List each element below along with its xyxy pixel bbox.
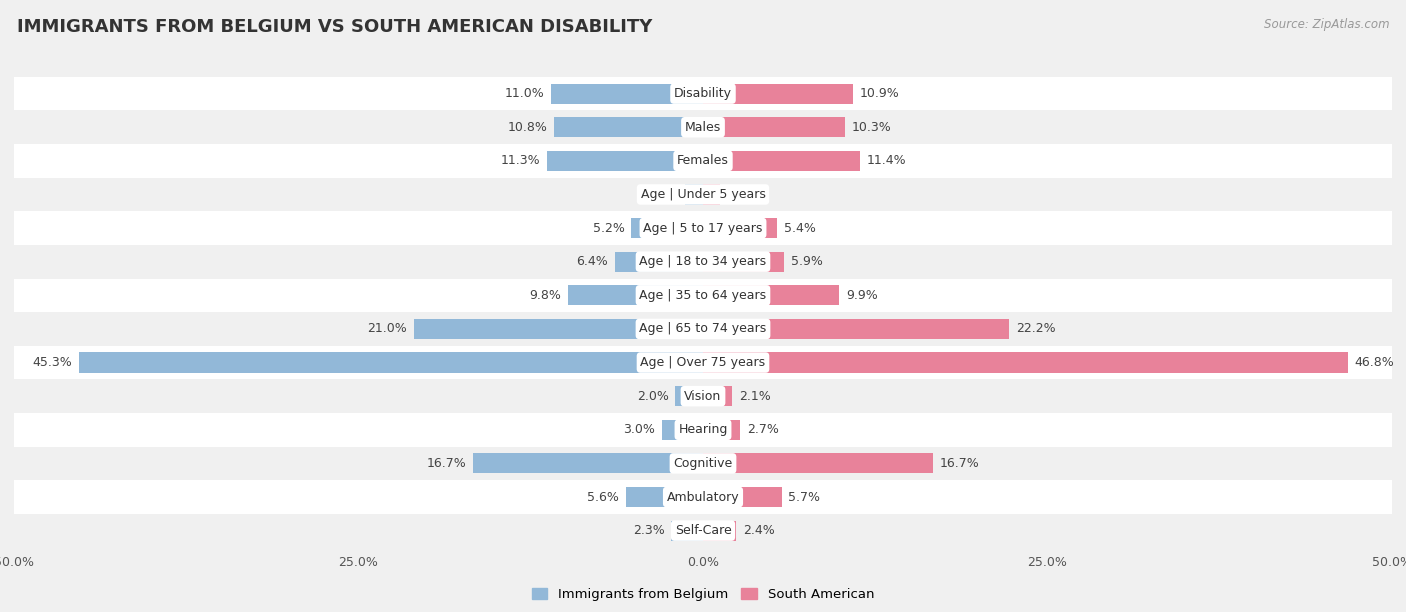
Bar: [554, 117, 703, 137]
Text: 6.4%: 6.4%: [576, 255, 607, 268]
Text: IMMIGRANTS FROM BELGIUM VS SOUTH AMERICAN DISABILITY: IMMIGRANTS FROM BELGIUM VS SOUTH AMERICA…: [17, 18, 652, 36]
Bar: [14, 480, 1392, 514]
Text: Age | Over 75 years: Age | Over 75 years: [641, 356, 765, 369]
Text: Self-Care: Self-Care: [675, 524, 731, 537]
Text: Age | 5 to 17 years: Age | 5 to 17 years: [644, 222, 762, 234]
Bar: [703, 184, 720, 204]
Text: Cognitive: Cognitive: [673, 457, 733, 470]
Bar: [703, 285, 839, 305]
Text: 10.3%: 10.3%: [852, 121, 891, 134]
Bar: [685, 184, 703, 204]
Bar: [703, 420, 740, 440]
Text: 9.9%: 9.9%: [846, 289, 879, 302]
Text: Hearing: Hearing: [678, 424, 728, 436]
Text: 2.1%: 2.1%: [738, 390, 770, 403]
Text: 45.3%: 45.3%: [32, 356, 72, 369]
Bar: [675, 386, 703, 406]
Bar: [14, 144, 1392, 177]
Bar: [703, 252, 785, 272]
Text: Age | 65 to 74 years: Age | 65 to 74 years: [640, 323, 766, 335]
Text: 1.2%: 1.2%: [727, 188, 758, 201]
Bar: [703, 83, 853, 103]
Bar: [703, 386, 733, 406]
Bar: [626, 487, 703, 507]
Text: 1.3%: 1.3%: [647, 188, 678, 201]
Text: 21.0%: 21.0%: [367, 323, 406, 335]
Bar: [14, 447, 1392, 480]
Bar: [14, 278, 1392, 312]
Text: Males: Males: [685, 121, 721, 134]
Legend: Immigrants from Belgium, South American: Immigrants from Belgium, South American: [526, 583, 880, 606]
Text: 2.3%: 2.3%: [633, 524, 665, 537]
Text: Source: ZipAtlas.com: Source: ZipAtlas.com: [1264, 18, 1389, 31]
Text: 5.2%: 5.2%: [592, 222, 624, 234]
Text: Vision: Vision: [685, 390, 721, 403]
Text: 16.7%: 16.7%: [941, 457, 980, 470]
Bar: [79, 353, 703, 373]
Text: 5.6%: 5.6%: [588, 490, 619, 504]
Text: 46.8%: 46.8%: [1355, 356, 1395, 369]
Bar: [551, 83, 703, 103]
Text: 11.4%: 11.4%: [868, 154, 907, 167]
Bar: [703, 353, 1348, 373]
Bar: [14, 76, 1392, 110]
Bar: [614, 252, 703, 272]
Bar: [472, 453, 703, 474]
Text: 2.0%: 2.0%: [637, 390, 669, 403]
Text: 2.4%: 2.4%: [742, 524, 775, 537]
Bar: [662, 420, 703, 440]
Text: 2.7%: 2.7%: [747, 424, 779, 436]
Text: Age | 18 to 34 years: Age | 18 to 34 years: [640, 255, 766, 268]
Bar: [703, 487, 782, 507]
Bar: [703, 218, 778, 238]
Bar: [14, 110, 1392, 144]
Text: 3.0%: 3.0%: [623, 424, 655, 436]
Bar: [631, 218, 703, 238]
Text: Age | 35 to 64 years: Age | 35 to 64 years: [640, 289, 766, 302]
Bar: [703, 151, 860, 171]
Bar: [568, 285, 703, 305]
Bar: [14, 514, 1392, 548]
Bar: [14, 379, 1392, 413]
Text: 5.7%: 5.7%: [789, 490, 821, 504]
Text: 10.9%: 10.9%: [860, 87, 900, 100]
Text: 16.7%: 16.7%: [426, 457, 465, 470]
Bar: [671, 521, 703, 541]
Text: Disability: Disability: [673, 87, 733, 100]
Bar: [413, 319, 703, 339]
Text: 10.8%: 10.8%: [508, 121, 547, 134]
Text: 11.0%: 11.0%: [505, 87, 544, 100]
Text: 9.8%: 9.8%: [529, 289, 561, 302]
Bar: [14, 245, 1392, 278]
Text: 5.9%: 5.9%: [792, 255, 823, 268]
Text: Age | Under 5 years: Age | Under 5 years: [641, 188, 765, 201]
Text: Females: Females: [678, 154, 728, 167]
Text: 11.3%: 11.3%: [501, 154, 540, 167]
Bar: [703, 453, 934, 474]
Text: 5.4%: 5.4%: [785, 222, 815, 234]
Bar: [703, 521, 737, 541]
Bar: [703, 117, 845, 137]
Bar: [547, 151, 703, 171]
Bar: [14, 177, 1392, 211]
Text: 22.2%: 22.2%: [1015, 323, 1056, 335]
Text: Ambulatory: Ambulatory: [666, 490, 740, 504]
Bar: [14, 312, 1392, 346]
Bar: [14, 413, 1392, 447]
Bar: [14, 346, 1392, 379]
Bar: [703, 319, 1010, 339]
Bar: [14, 211, 1392, 245]
